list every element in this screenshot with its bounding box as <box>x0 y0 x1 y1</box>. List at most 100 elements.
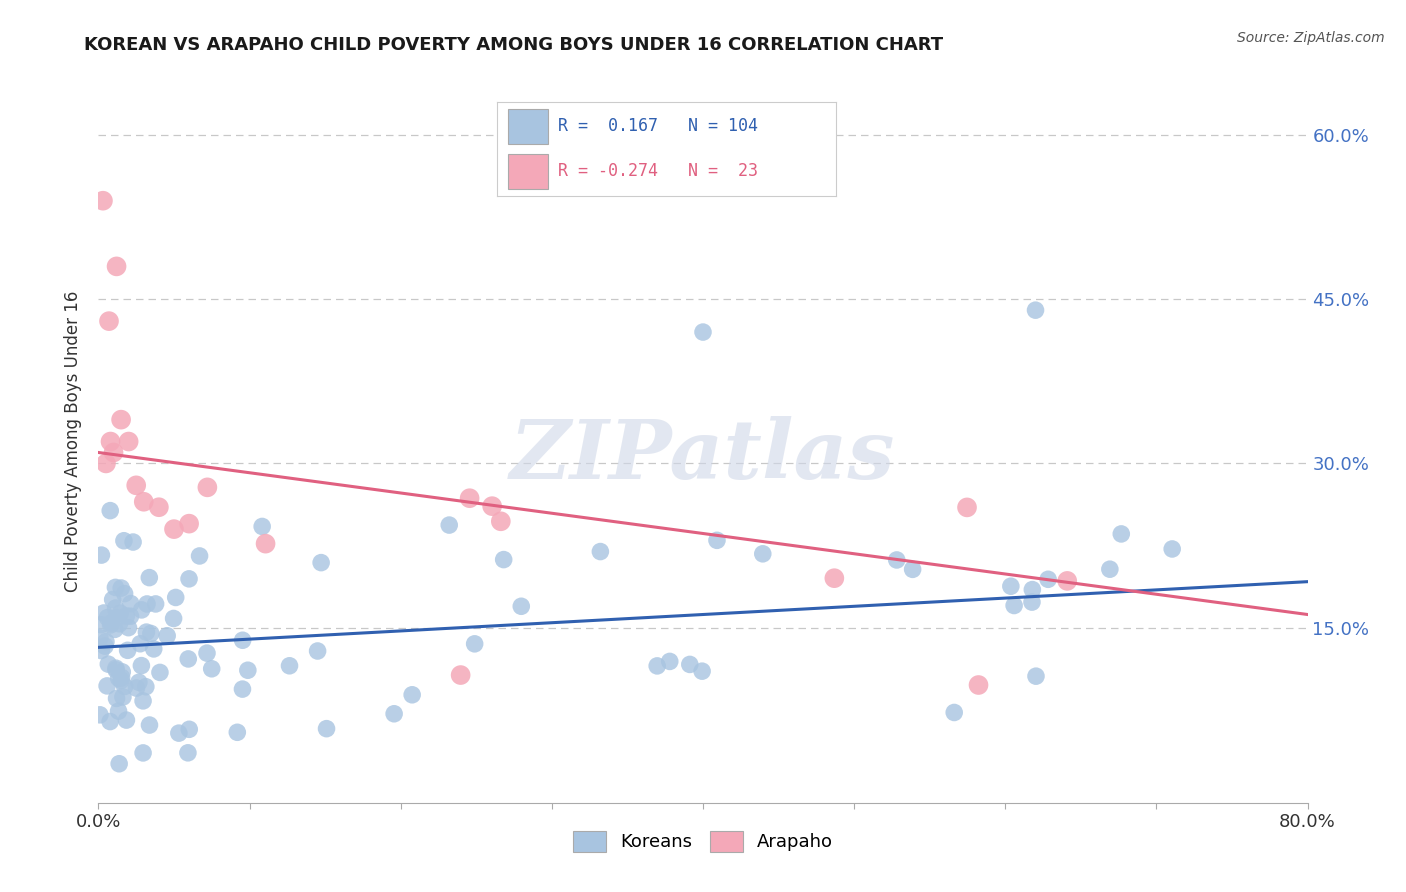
Point <box>1036 572 1059 586</box>
Point <box>510 599 533 614</box>
Point <box>1021 582 1043 597</box>
Point <box>117 643 139 657</box>
Point <box>956 500 979 515</box>
Point <box>132 746 155 760</box>
Point <box>645 659 668 673</box>
Point <box>96 679 118 693</box>
Point <box>450 668 472 682</box>
Point <box>98 314 121 328</box>
Point <box>589 544 612 558</box>
Point <box>100 616 122 631</box>
Point <box>115 609 138 624</box>
Point <box>1002 599 1025 613</box>
Point <box>122 535 145 549</box>
Point <box>231 682 253 697</box>
Point <box>1021 595 1043 609</box>
Point <box>110 606 132 620</box>
Point <box>690 664 713 678</box>
Point <box>439 518 461 533</box>
Point <box>115 713 138 727</box>
Point <box>188 549 211 563</box>
Point <box>201 662 224 676</box>
Point <box>236 663 259 677</box>
Point <box>114 680 136 694</box>
Point <box>886 553 908 567</box>
Point <box>131 603 153 617</box>
Point <box>107 704 129 718</box>
Point <box>165 591 187 605</box>
Point <box>1056 574 1078 588</box>
Point <box>692 325 714 339</box>
Point <box>128 675 150 690</box>
Point <box>145 597 167 611</box>
Point <box>90 643 112 657</box>
Point <box>195 480 218 494</box>
Point <box>315 722 337 736</box>
Point <box>89 631 111 645</box>
Point <box>104 661 127 675</box>
Point <box>458 491 481 506</box>
Point <box>658 654 681 668</box>
Point <box>706 533 728 548</box>
Point <box>125 681 148 695</box>
Point <box>177 746 200 760</box>
Point <box>1025 669 1047 683</box>
Point <box>309 556 332 570</box>
Point <box>138 571 160 585</box>
Point <box>90 617 112 632</box>
Legend: Koreans, Arapaho: Koreans, Arapaho <box>565 823 841 859</box>
Point <box>114 586 136 600</box>
Point <box>111 690 134 704</box>
Point <box>98 503 121 517</box>
Point <box>110 581 132 595</box>
Point <box>96 610 118 624</box>
Point <box>139 626 162 640</box>
Point <box>823 571 845 585</box>
Point <box>91 194 114 208</box>
Point <box>101 592 124 607</box>
Point <box>120 597 142 611</box>
Point <box>492 552 515 566</box>
Point <box>135 625 157 640</box>
Point <box>177 652 200 666</box>
Point <box>108 616 131 631</box>
Point <box>167 726 190 740</box>
Point <box>131 658 153 673</box>
Point <box>148 500 170 515</box>
Point <box>135 680 157 694</box>
Point <box>138 718 160 732</box>
Point <box>112 533 135 548</box>
Point <box>105 260 128 274</box>
Point <box>125 478 148 492</box>
Point <box>118 434 141 449</box>
Point <box>1109 527 1132 541</box>
Point <box>120 609 142 624</box>
Point <box>752 547 775 561</box>
Point <box>104 601 127 615</box>
Point <box>226 725 249 739</box>
Point <box>901 562 924 576</box>
Point <box>250 519 273 533</box>
Text: Source: ZipAtlas.com: Source: ZipAtlas.com <box>1237 31 1385 45</box>
Point <box>98 714 121 729</box>
Text: ZIPatlas: ZIPatlas <box>510 416 896 496</box>
Point <box>1024 303 1046 318</box>
Point <box>104 623 127 637</box>
Point <box>162 611 184 625</box>
Point <box>401 688 423 702</box>
Point <box>943 706 966 720</box>
Point <box>679 657 702 672</box>
Point <box>149 665 172 680</box>
Point <box>103 445 125 459</box>
Point <box>278 658 301 673</box>
Point <box>104 581 127 595</box>
Point <box>108 756 131 771</box>
Point <box>489 514 512 528</box>
Point <box>1000 579 1022 593</box>
Point <box>307 644 329 658</box>
Point <box>111 670 134 684</box>
Point <box>1161 541 1184 556</box>
Point <box>94 639 117 653</box>
Point <box>110 673 132 688</box>
Point <box>105 691 128 706</box>
